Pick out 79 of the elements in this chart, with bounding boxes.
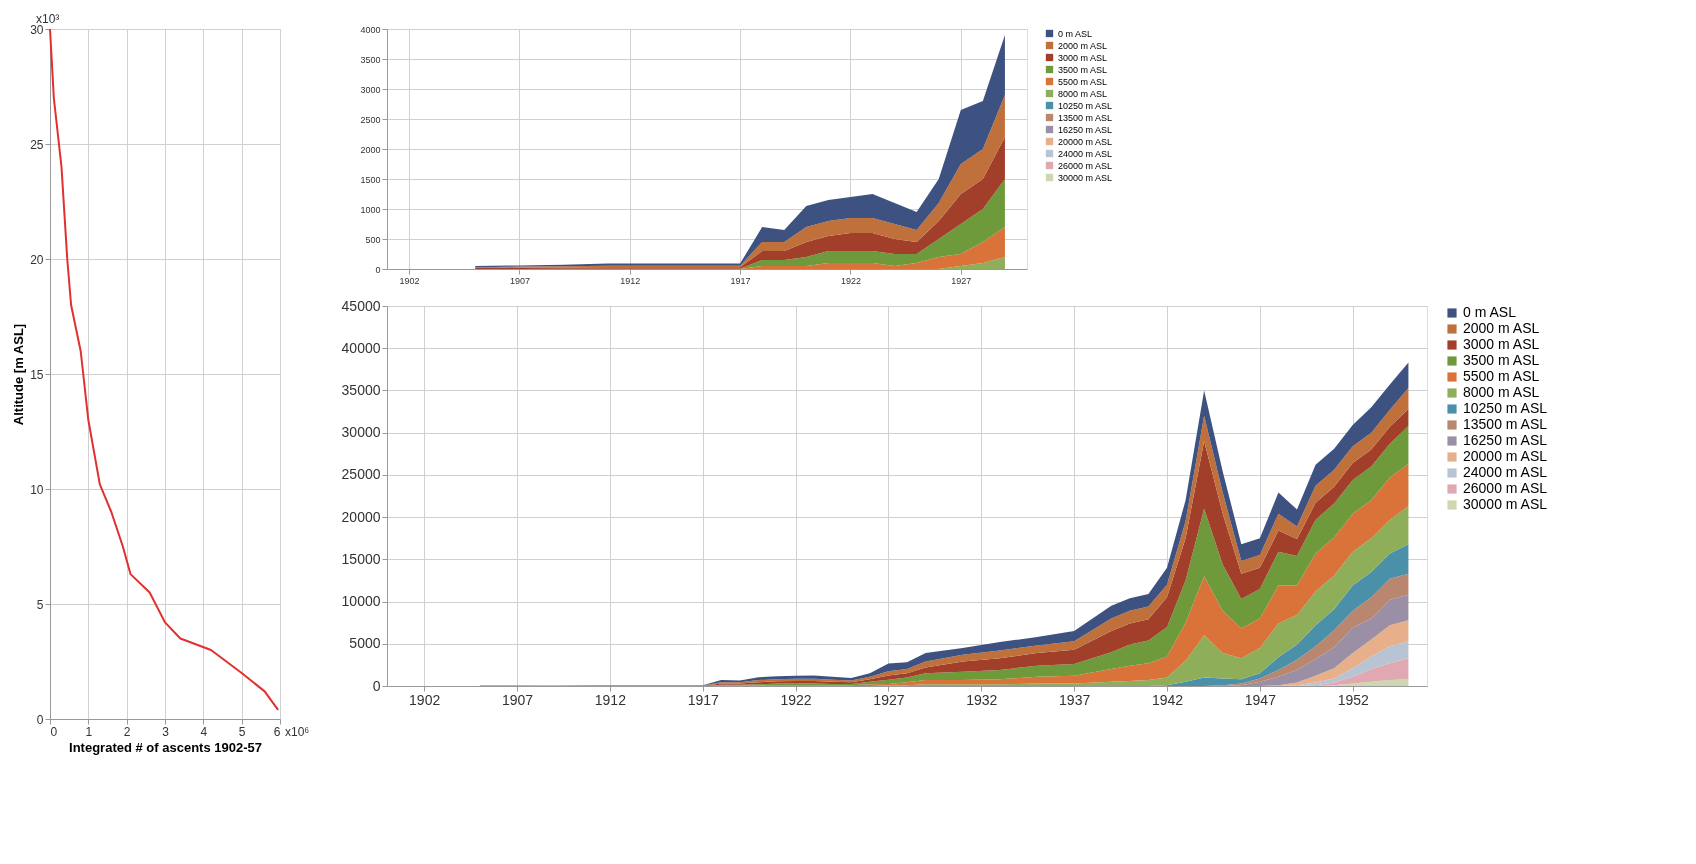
x-tick-label: 1932: [966, 691, 998, 708]
legend-label: 13500 m ASL: [1463, 416, 1548, 432]
legend-label: 8000 m ASL: [1463, 384, 1540, 400]
x-tick-label: 1922: [840, 275, 861, 286]
legend-label: 24000 m ASL: [1058, 148, 1113, 159]
x-axis-title: Integrated # of ascents 1902-57: [69, 739, 262, 755]
x-tick-label: 1937: [1059, 691, 1091, 708]
legend-label: 8000 m ASL: [1058, 88, 1108, 99]
legend-label: 30000 m ASL: [1463, 496, 1548, 512]
legend-label: 16250 m ASL: [1463, 432, 1548, 448]
legend-label: 3000 m ASL: [1058, 52, 1108, 63]
legend-label: 0 m ASL: [1058, 28, 1093, 39]
legend-label: 24000 m ASL: [1463, 464, 1548, 480]
y-tick-label: 10: [30, 482, 44, 497]
x-tick-label: 1907: [509, 275, 530, 286]
x-tick-label: 1912: [620, 275, 641, 286]
y-axis-title: Altitude [m ASL]: [11, 323, 27, 426]
x-tick-label: 1927: [951, 275, 972, 286]
y-tick-label: 45000: [341, 297, 381, 314]
legend-label: 20000 m ASL: [1463, 448, 1548, 464]
y-tick-label: 0: [36, 712, 44, 727]
y-tick-label: 5000: [349, 635, 381, 652]
x-tick-label: 1: [85, 724, 93, 739]
y-tick-label: 35000: [341, 381, 381, 398]
y-tick-label: 3000: [360, 84, 381, 95]
x-tick-label: 1952: [1337, 691, 1369, 708]
x-tick-label: 1947: [1244, 691, 1277, 708]
line-series: [49, 28, 280, 711]
x-tick-label: 1942: [1151, 691, 1184, 708]
y-tick-label: 0: [375, 264, 381, 275]
legend-label: 13500 m ASL: [1058, 112, 1113, 123]
y-tick-label: 3500: [360, 54, 381, 65]
y-tick-label: 2500: [360, 114, 381, 125]
x-tick-label: 2: [123, 724, 131, 739]
y-tick-label: 4000: [360, 24, 381, 35]
x-tick-label: 5: [238, 724, 246, 739]
y-tick-label: 1500: [360, 174, 381, 185]
legend-label: 10250 m ASL: [1463, 400, 1548, 416]
legend-label: 20000 m ASL: [1058, 136, 1113, 147]
legend-label: 0 m ASL: [1463, 304, 1517, 320]
y-tick-label: 5: [36, 597, 44, 612]
legend-label: 16250 m ASL: [1058, 124, 1113, 135]
legend-label: 3000 m ASL: [1463, 336, 1540, 352]
legend-label: 3500 m ASL: [1463, 352, 1540, 368]
x-tick-label: 1927: [873, 691, 905, 708]
y-tick-label: 0: [372, 677, 381, 694]
y-tick-label: 1000: [360, 204, 381, 215]
text: x10⁶: [285, 725, 310, 739]
legend-label: 3500 m ASL: [1058, 64, 1108, 75]
y-tick-label: 15: [30, 367, 44, 382]
x-tick-label: 1902: [399, 275, 420, 286]
y-tick-label: 10000: [341, 593, 381, 610]
legend-label: 5500 m ASL: [1463, 368, 1540, 384]
x-tick-label: 1922: [780, 691, 812, 708]
x-tick-label: 1917: [730, 275, 751, 286]
y-tick-label: 25000: [341, 466, 381, 483]
y-tick-label: 20000: [341, 508, 381, 525]
legend-label: 5500 m ASL: [1058, 76, 1108, 87]
x-tick-label: 0: [50, 724, 58, 739]
y-tick-label: 40000: [341, 339, 381, 356]
y-tick-label: 15000: [341, 550, 381, 567]
legend-label: 26000 m ASL: [1463, 480, 1548, 496]
y-tick-label: 30000: [341, 424, 381, 441]
y-tick-label: 20: [30, 252, 44, 267]
x-tick-label: 1917: [687, 691, 719, 708]
legend-label: 30000 m ASL: [1058, 172, 1113, 183]
legend-label: 2000 m ASL: [1058, 40, 1108, 51]
x-tick-label: 1912: [594, 691, 627, 708]
legend-label: 2000 m ASL: [1463, 320, 1540, 336]
x-tick-label: 3: [162, 724, 170, 739]
x-tick-label: 1902: [409, 691, 441, 708]
x-tick-label: 6: [273, 724, 281, 739]
x-tick-label: 1907: [501, 691, 534, 708]
legend-label: 26000 m ASL: [1058, 160, 1113, 171]
y-tick-label: 2000: [360, 144, 381, 155]
y-tick-label: 25: [30, 137, 44, 152]
y-tick-label: 500: [365, 234, 381, 245]
x-tick-label: 4: [200, 724, 208, 739]
legend-label: 10250 m ASL: [1058, 100, 1113, 111]
